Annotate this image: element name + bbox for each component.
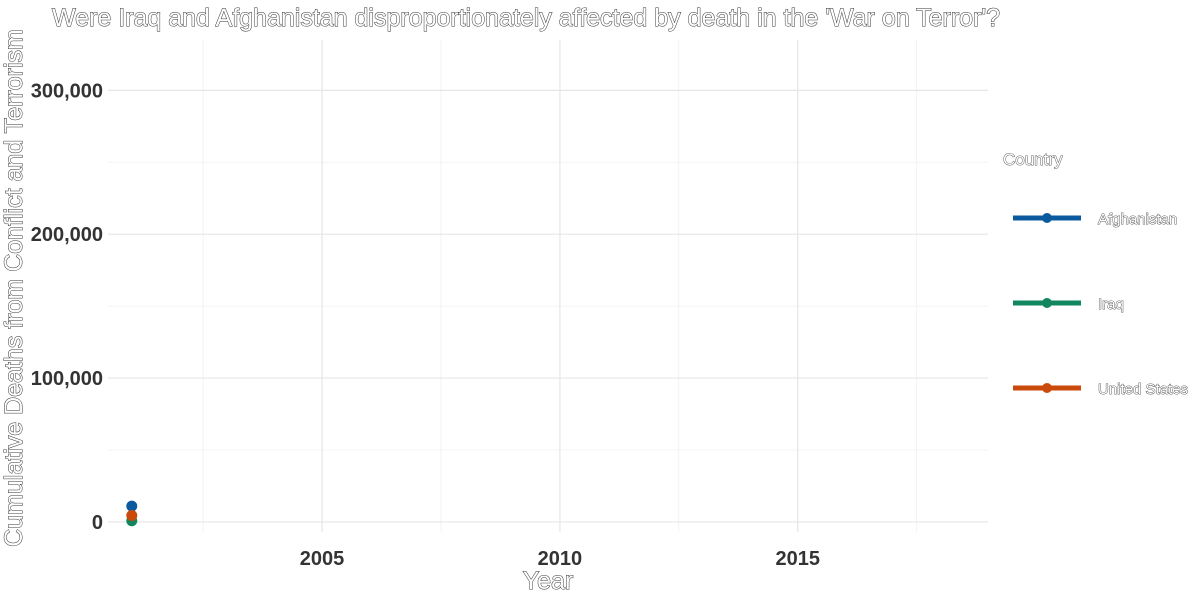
legend-label-iraq: Iraq <box>1098 296 1124 313</box>
data-point-united-states <box>126 509 138 521</box>
legend-key-afghanistan <box>1013 213 1081 223</box>
legend-key-united-states <box>1013 383 1081 393</box>
chart-title: Were Iraq and Afghanistan disproportiona… <box>52 4 1000 32</box>
y-tick-label: 100,000 <box>31 368 103 390</box>
x-axis-title: Year <box>523 567 574 595</box>
x-tick-label: 2005 <box>300 548 345 570</box>
y-tick-label: 0 <box>92 512 103 534</box>
y-tick-label: 300,000 <box>31 80 103 102</box>
x-tick-label: 2015 <box>775 548 820 570</box>
legend-title: Country <box>1003 150 1063 169</box>
gridlines <box>108 40 988 532</box>
y-axis-title: Cumulative Deaths from Conflict and Terr… <box>0 29 28 547</box>
data-points <box>126 500 138 527</box>
legend: Country Afghanistan Iraq United States <box>1003 150 1189 399</box>
y-axis-tick-labels: 0 100,000 200,000 300,000 <box>31 80 103 534</box>
legend-key-iraq <box>1013 298 1081 308</box>
data-point-afghanistan <box>126 500 138 512</box>
x-axis-tick-labels: 2005 2010 2015 <box>300 548 820 570</box>
legend-label-united-states: United States <box>1098 381 1188 398</box>
y-tick-label: 200,000 <box>31 224 103 246</box>
x-tick-label: 2010 <box>538 548 583 570</box>
legend-label-afghanistan: Afghanistan <box>1098 211 1177 228</box>
